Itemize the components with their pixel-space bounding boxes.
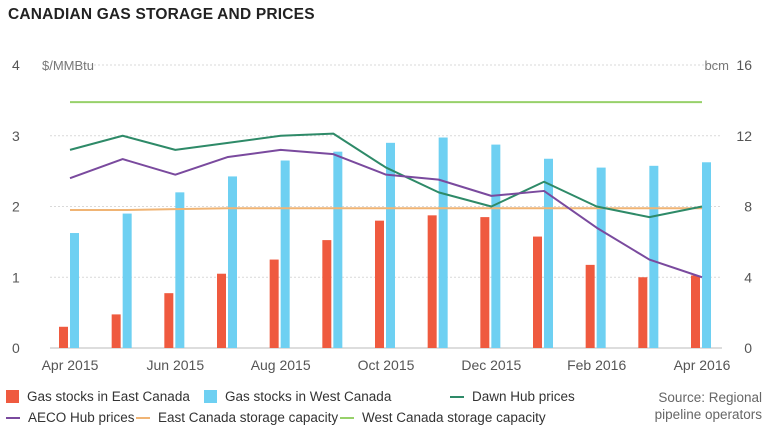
legend-label-west-capacity: West Canada storage capacity: [362, 410, 546, 425]
bar-west-stocks: [649, 165, 659, 348]
legend-item-east-stocks: Gas stocks in East Canada: [6, 389, 204, 404]
x-tick-label: Oct 2015: [358, 357, 415, 373]
bar-west-stocks: [386, 142, 395, 348]
y-right-tick-label: 0: [744, 340, 752, 356]
legend-swatch-aeco: [6, 416, 20, 419]
x-tick-label: Feb 2016: [567, 357, 626, 373]
legend-item-east-capacity: East Canada storage capacity: [136, 410, 340, 425]
line-east-capacity: [70, 207, 702, 212]
legend-row-2: AECO Hub prices East Canada storage capa…: [6, 407, 646, 428]
y-right-unit-label: bcm: [704, 58, 729, 73]
y-right-tick-label: 8: [744, 199, 752, 215]
bar-west-stocks: [596, 167, 606, 348]
legend-swatch-west-stocks: [204, 390, 217, 403]
y-left-tick-label: 3: [12, 128, 20, 144]
legend-item-aeco: AECO Hub prices: [6, 410, 136, 425]
bar-west-stocks: [438, 137, 448, 348]
bar-west-stocks: [280, 160, 290, 348]
bar-west-stocks: [228, 176, 237, 348]
bar-east-stocks: [217, 273, 226, 348]
bar-east-stocks: [59, 326, 68, 348]
legend-swatch-east-capacity: [136, 416, 150, 419]
bar-east-stocks: [111, 314, 121, 348]
legend-item-west-stocks: Gas stocks in West Canada: [204, 389, 450, 404]
y-right-tick-label: 4: [744, 269, 752, 285]
legend-swatch-dawn: [450, 395, 464, 398]
line-aeco-prices: [69, 148, 703, 279]
y-left-tick-label: 0: [12, 340, 20, 356]
bar-east-stocks: [638, 277, 648, 348]
legend-label-aeco: AECO Hub prices: [28, 410, 135, 425]
legend-item-dawn: Dawn Hub prices: [450, 389, 575, 404]
legend-label-dawn: Dawn Hub prices: [472, 389, 575, 404]
legend-row-1: Gas stocks in East Canada Gas stocks in …: [6, 386, 646, 407]
bar-east-stocks: [164, 293, 174, 348]
bar-west-stocks: [491, 144, 501, 348]
bar-west-stocks: [333, 151, 343, 348]
legend: Gas stocks in East Canada Gas stocks in …: [6, 386, 646, 428]
bar-east-stocks: [585, 264, 595, 348]
y-left-tick-label: 1: [12, 269, 20, 285]
bar-west-stocks: [175, 192, 185, 348]
line-dawn-prices: [69, 132, 703, 219]
x-tick-label: Aug 2015: [251, 357, 311, 373]
bar-west-stocks: [544, 158, 553, 348]
bar-east-stocks: [322, 240, 332, 348]
bar-west-stocks: [70, 233, 79, 348]
source-note: Source: Regional pipeline operators: [654, 390, 762, 422]
x-tick-label: Dec 2015: [461, 357, 521, 373]
y-right-tick-label: 16: [736, 57, 752, 73]
y-right-tick-label: 12: [736, 128, 752, 144]
bar-east-stocks: [269, 259, 279, 348]
legend-label-east-stocks: Gas stocks in East Canada: [27, 389, 190, 404]
bar-east-stocks: [375, 220, 384, 348]
y-left-unit-label: $/MMBtu: [42, 58, 94, 73]
bar-east-stocks: [480, 217, 490, 348]
legend-swatch-east-stocks: [6, 390, 19, 403]
x-tick-label: Jun 2015: [147, 357, 205, 373]
bar-east-stocks: [533, 236, 542, 348]
legend-swatch-west-capacity: [340, 416, 354, 419]
bar-east-stocks: [427, 215, 437, 348]
y-left-tick-label: 4: [12, 57, 20, 73]
x-tick-label: Apr 2015: [42, 357, 99, 373]
legend-label-west-stocks: Gas stocks in West Canada: [225, 389, 392, 404]
chart-title: CANADIAN GAS STORAGE AND PRICES: [8, 6, 315, 23]
legend-label-east-capacity: East Canada storage capacity: [158, 410, 339, 425]
bar-east-stocks: [691, 275, 700, 348]
y-left-tick-label: 2: [12, 199, 20, 215]
x-tick-label: Apr 2016: [674, 357, 731, 373]
legend-item-west-capacity: West Canada storage capacity: [340, 410, 546, 425]
bar-west-stocks: [122, 213, 132, 348]
bar-west-stocks: [702, 162, 711, 348]
